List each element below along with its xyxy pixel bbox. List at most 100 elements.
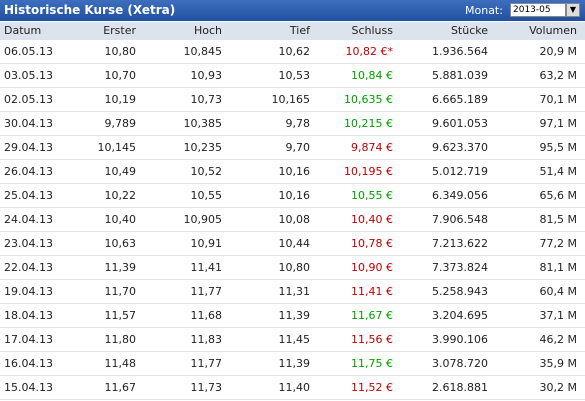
table-cell: 11,39 <box>278 357 311 370</box>
table-cell: 10,80 <box>104 45 137 58</box>
table-cell: 10,845 <box>183 45 223 58</box>
table-row: 02.05.13 10,19 10,73 10,165 10,635 € 6.665.18… <box>0 88 585 112</box>
table-cell: 10,145 <box>97 141 137 154</box>
table-cell: 11,77 <box>190 357 223 370</box>
column-label: Volumen <box>529 24 577 37</box>
table-cell: 11,83 <box>190 333 223 346</box>
table-cell: 5.258.943 <box>432 285 488 298</box>
table-cell: 11,67 <box>104 381 137 394</box>
table-row: 22.04.13 11,39 11,41 10,80 10,90 € 7.373.824 8… <box>0 256 585 280</box>
select-arrow[interactable]: ▼ <box>566 3 580 17</box>
column-label: Erster <box>103 24 136 37</box>
table-cell: 10,165 <box>271 93 311 106</box>
table-cell: 10,84 € <box>351 69 393 82</box>
table-row: 30.04.13 9,789 10,385 9,78 10,215 € 9.601.053… <box>0 112 585 136</box>
table-cell: 16.04.13 <box>4 357 53 370</box>
table-cell: 30,2 M <box>539 381 577 394</box>
table-cell: 10,73 <box>190 93 223 106</box>
table-cell: 77,2 M <box>539 237 577 250</box>
column-label: Hoch <box>193 24 222 37</box>
table-cell: 22.04.13 <box>4 261 53 274</box>
table-cell: 24.04.13 <box>4 213 53 226</box>
column-header: Datum Erster Hoch Tief Schluss Stücke Volumen <box>0 22 585 40</box>
table-cell: 17.04.13 <box>4 333 53 346</box>
table-cell: 10,49 <box>104 165 137 178</box>
table-cell: 10,78 € <box>351 237 393 250</box>
table-cell: 26.04.13 <box>4 165 53 178</box>
table-cell: 10,63 <box>104 237 137 250</box>
table-cell: 6.349.056 <box>432 189 488 202</box>
table-cell: 2.618.881 <box>432 381 488 394</box>
table-cell: 10,62 <box>278 45 311 58</box>
table-cell: 10,195 € <box>344 165 393 178</box>
table-row: 19.04.13 11,70 11,77 11,31 11,41 € 5.258.943 6… <box>0 280 585 304</box>
table-cell: 10,93 <box>190 69 223 82</box>
table-row: 17.04.13 11,80 11,83 11,45 11,56 € 3.990.106 4… <box>0 328 585 352</box>
table-cell: 10,80 <box>278 261 311 274</box>
table-cell: 70,1 M <box>539 93 577 106</box>
table-cell: 1.936.564 <box>432 45 488 58</box>
table-cell: 5.881.039 <box>432 69 488 82</box>
table-cell: 11,31 <box>278 285 311 298</box>
table-cell: 23.04.13 <box>4 237 53 250</box>
table-cell: 60,4 M <box>539 285 577 298</box>
table-cell: 51,4 M <box>539 165 577 178</box>
table-cell: 81,5 M <box>539 213 577 226</box>
table-cell: 9,874 € <box>351 141 393 154</box>
table-cell: 10,905 <box>183 213 223 226</box>
table-cell: 10,22 <box>104 189 137 202</box>
table-cell: 11,39 <box>104 261 137 274</box>
column-label: Schluss <box>351 24 394 37</box>
table-cell: 18.04.13 <box>4 309 53 322</box>
table-cell: 95,5 M <box>539 141 577 154</box>
table-cell: 11,75 € <box>351 357 393 370</box>
table-cell: 11,57 <box>104 309 137 322</box>
table-cell: 9,789 <box>104 117 137 130</box>
table-row: 03.05.13 10,70 10,93 10,53 10,84 € 5.881.039 6… <box>0 64 585 88</box>
table-cell: 11,52 € <box>351 381 393 394</box>
table-cell: 10,70 <box>104 69 137 82</box>
table-cell: 11,41 <box>190 261 223 274</box>
table-row: 24.04.13 10,40 10,905 10,08 10,40 € 7.906.548… <box>0 208 585 232</box>
table-cell: 63,2 M <box>539 69 577 82</box>
table-cell: 11,39 <box>278 309 311 322</box>
table-cell: 46,2 M <box>539 333 577 346</box>
title: Historische Kurse (Xetra) <box>4 3 176 17</box>
table-cell: 10,44 <box>278 237 311 250</box>
month-select[interactable]: 2013-05 <box>510 3 566 17</box>
table-cell: 10,91 <box>190 237 223 250</box>
table-row: 25.04.13 10,22 10,55 10,16 10,55 € 6.349.056 6… <box>0 184 585 208</box>
table-cell: 25.04.13 <box>4 189 53 202</box>
table-row: 06.05.13 10,80 10,845 10,62 10,82 €* 1.936.56… <box>0 40 585 64</box>
table-cell: 20,9 M <box>539 45 577 58</box>
table-cell: 30.04.13 <box>4 117 53 130</box>
table-cell: 03.05.13 <box>4 69 53 82</box>
table-cell: 9,70 <box>285 141 311 154</box>
table-cell: 10,53 <box>278 69 311 82</box>
table-cell: 11,77 <box>190 285 223 298</box>
table-cell: 10,55 <box>190 189 223 202</box>
table-cell: 7.906.548 <box>432 213 488 226</box>
table-cell: 10,40 € <box>351 213 393 226</box>
table-cell: 65,6 M <box>539 189 577 202</box>
table-cell: 97,1 M <box>539 117 577 130</box>
table-cell: 10,235 <box>183 141 223 154</box>
table-cell: 11,70 <box>104 285 137 298</box>
table-cell: 81,1 M <box>539 261 577 274</box>
table-cell: 3.990.106 <box>432 333 488 346</box>
table-cell: 9.601.053 <box>432 117 488 130</box>
table-cell: 10,90 € <box>351 261 393 274</box>
table-cell: 11,56 € <box>351 333 393 346</box>
table-cell: 11,68 <box>190 309 223 322</box>
table-cell: 10,82 €* <box>345 45 394 58</box>
month-label: Monat: <box>465 4 503 17</box>
header-bar: Historische Kurse (Xetra) Monat: 2013-05… <box>0 0 585 21</box>
table-row: 23.04.13 10,63 10,91 10,44 10,78 € 7.213.622 7… <box>0 232 585 256</box>
table-cell: 10,55 € <box>351 189 393 202</box>
table-cell: 10,08 <box>278 213 311 226</box>
table-cell: 7.373.824 <box>432 261 488 274</box>
table-cell: 10,16 <box>278 189 311 202</box>
table-cell: 11,48 <box>104 357 137 370</box>
table-cell: 10,19 <box>104 93 137 106</box>
